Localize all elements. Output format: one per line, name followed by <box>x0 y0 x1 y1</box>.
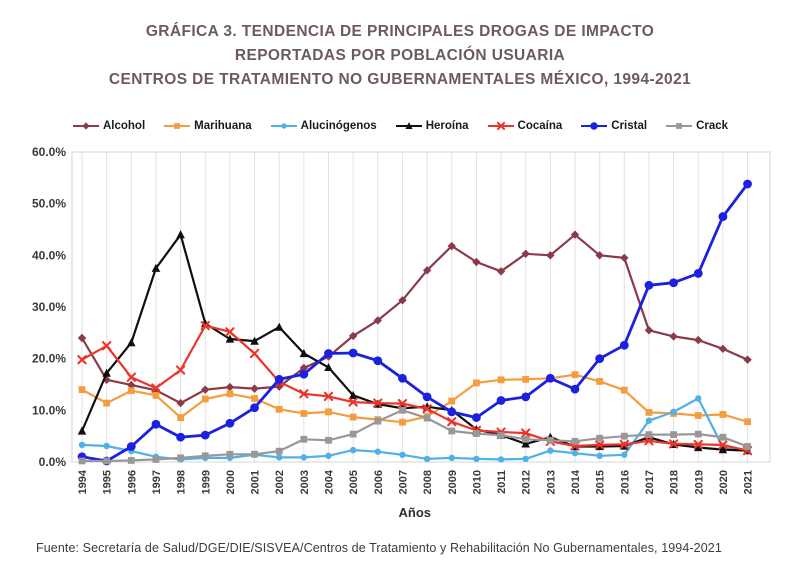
chart-legend: Alcohol Marihuana Alucinógenos Heroína Cocaí… <box>0 120 800 132</box>
svg-text:1997: 1997 <box>151 470 163 494</box>
line-chart-svg: 0.0%10.0%20.0%30.0%40.0%50.0%60.0%1994 19… <box>32 145 771 520</box>
legend-label: Cocaína <box>517 120 563 132</box>
line-chart: 0.0% 10.0% 20.0% 30.0% 40.0% 50.0% 60.0% 1994 19… <box>0 145 800 533</box>
svg-text:2004: 2004 <box>324 469 336 494</box>
heroina-legend-marker-icon <box>395 122 422 130</box>
legend-item-alucinogenos: Alucinógenos <box>270 120 377 132</box>
alucinogenos-legend-marker-icon <box>270 123 297 129</box>
series-crack <box>78 406 751 465</box>
svg-text:20.0%: 20.0% <box>32 352 66 366</box>
svg-text:2016: 2016 <box>619 470 631 494</box>
svg-text:2001: 2001 <box>250 470 262 494</box>
svg-text:2013: 2013 <box>545 470 557 494</box>
legend-label: Cristal <box>611 120 648 132</box>
svg-text:2011: 2011 <box>496 470 508 494</box>
svg-text:2021: 2021 <box>743 470 755 494</box>
x-axis-label: Años <box>399 505 432 520</box>
x-axis-tick-labels: 1994 1995 1996 1997 1998 1999 2000 2001 2002 2003… <box>77 469 755 494</box>
svg-text:1999: 1999 <box>200 470 212 494</box>
svg-text:50.0%: 50.0% <box>32 197 66 211</box>
svg-text:2005: 2005 <box>348 470 360 494</box>
chart-title-line-2: REPORTADAS POR POBLACIÓN USUARIA <box>234 47 566 64</box>
svg-text:2015: 2015 <box>595 470 607 494</box>
alcohol-legend-marker-icon <box>72 122 99 130</box>
legend-label: Marihuana <box>194 120 252 132</box>
svg-text:30.0%: 30.0% <box>32 300 66 314</box>
legend-label: Crack <box>696 120 729 132</box>
svg-text:2014: 2014 <box>570 469 582 494</box>
svg-text:0.0%: 0.0% <box>39 455 67 469</box>
svg-text:2009: 2009 <box>447 470 459 494</box>
svg-text:2020: 2020 <box>718 470 730 494</box>
chart-title: GRÁFICA 3. TENDENCIA DE PRINCIPALES DROG… <box>0 20 800 92</box>
source-note: Fuente: Secretaría de Salud/DGE/DIE/SISV… <box>36 541 722 555</box>
svg-text:2012: 2012 <box>521 470 533 494</box>
svg-text:2000: 2000 <box>225 470 237 494</box>
svg-text:60.0%: 60.0% <box>32 145 66 159</box>
legend-label: Heroína <box>425 120 469 132</box>
legend-label: Alcohol <box>102 120 146 132</box>
svg-text:1998: 1998 <box>176 470 188 494</box>
legend-item-alcohol: Alcohol <box>72 120 145 132</box>
svg-text:1995: 1995 <box>102 470 114 494</box>
svg-text:1994: 1994 <box>77 469 89 494</box>
marihuana-legend-marker-icon <box>164 123 191 129</box>
legend-label: Alucinógenos <box>300 120 377 132</box>
chart-title-line-3: CENTROS DE TRATAMIENTO NO GUBERNAMENTALE… <box>108 71 692 88</box>
legend-item-cocaina: Cocaína <box>487 120 563 132</box>
svg-text:2007: 2007 <box>397 470 409 494</box>
svg-text:2006: 2006 <box>373 470 385 494</box>
svg-text:2018: 2018 <box>669 470 681 494</box>
cocaina-legend-marker-icon <box>487 121 514 131</box>
svg-text:2019: 2019 <box>693 470 705 494</box>
svg-text:10.0%: 10.0% <box>32 403 66 417</box>
svg-text:1996: 1996 <box>126 470 138 494</box>
svg-text:2010: 2010 <box>471 470 483 494</box>
y-axis-tick-labels: 0.0% 10.0% 20.0% 30.0% 40.0% 50.0% 60.0% <box>32 145 66 469</box>
svg-text:2008: 2008 <box>422 470 434 494</box>
cristal-legend-marker-icon <box>581 122 608 130</box>
svg-text:2002: 2002 <box>274 470 286 494</box>
legend-item-marihuana: Marihuana <box>163 120 252 132</box>
crack-legend-marker-icon <box>666 123 693 129</box>
svg-text:2003: 2003 <box>299 470 311 494</box>
legend-item-heroina: Heroína <box>395 120 469 132</box>
series-marihuana <box>78 371 751 426</box>
chart-title-line-1: GRÁFICA 3. TENDENCIA DE PRINCIPALES DROG… <box>145 23 655 40</box>
legend-item-crack: Crack <box>665 120 728 132</box>
series-cocaina <box>77 320 753 456</box>
series-alcohol <box>77 230 752 408</box>
svg-text:2017: 2017 <box>644 470 656 494</box>
svg-text:40.0%: 40.0% <box>32 248 66 262</box>
legend-item-cristal: Cristal <box>580 120 647 132</box>
